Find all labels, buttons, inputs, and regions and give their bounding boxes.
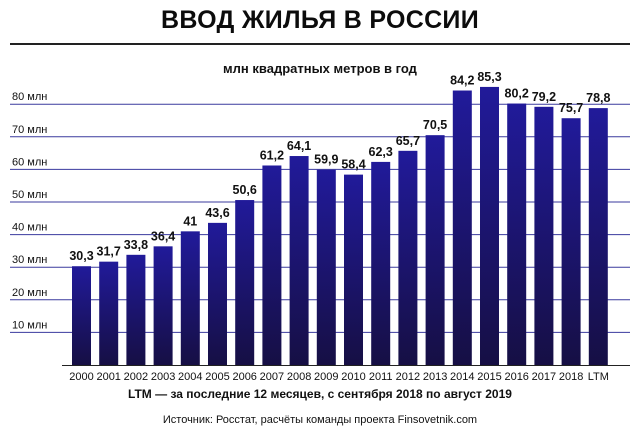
data-label: 31,7: [97, 245, 121, 259]
y-tick-label: 10 млн: [12, 319, 47, 331]
bar: [289, 156, 309, 365]
data-label: 64,1: [287, 139, 311, 153]
title-divider: [10, 43, 630, 45]
bars: [72, 86, 608, 366]
bar: [344, 174, 363, 365]
bar: [371, 161, 391, 365]
x-tick-label: LTM: [588, 371, 609, 383]
data-label: 50,6: [233, 183, 257, 197]
x-tick-label: 2002: [124, 371, 148, 383]
bar: [316, 169, 336, 365]
bar: [561, 118, 581, 365]
x-tick-label: 2016: [504, 371, 528, 383]
bar: [180, 231, 200, 365]
y-tick-label: 50 млн: [12, 189, 47, 201]
data-label: 79,2: [532, 90, 556, 104]
x-tick-label: 2013: [423, 371, 447, 383]
x-axis-ticks: 2000 2001 2002 2003 2004 2005 2006 2007 2008 2009…: [69, 371, 609, 383]
data-label: 84,2: [450, 74, 474, 88]
bar: [235, 200, 255, 365]
data-label: 61,2: [260, 148, 284, 162]
bar: [425, 135, 445, 365]
data-label: 85,3: [477, 70, 501, 84]
x-tick-label: 2018: [559, 371, 583, 383]
y-tick-label: 30 млн: [12, 254, 47, 266]
ltm-note: LTM — за последние 12 месяцев, с сентябр…: [128, 387, 512, 401]
y-tick-label: 70 млн: [12, 124, 47, 136]
bar: [126, 254, 146, 365]
bar: [99, 261, 119, 365]
x-tick-label: 2014: [450, 371, 474, 383]
data-label: 33,8: [124, 238, 148, 252]
x-tick-label: 2012: [396, 371, 420, 383]
data-label: 80,2: [505, 87, 529, 101]
x-tick-label: 2010: [341, 371, 365, 383]
y-tick-label: 60 млн: [12, 156, 47, 168]
x-tick-label: 2006: [232, 371, 256, 383]
x-tick-label: 2004: [178, 371, 202, 383]
bar: [72, 266, 91, 365]
x-tick-label: 2008: [287, 371, 311, 383]
data-label: 41: [183, 214, 197, 228]
data-label: 62,3: [369, 145, 393, 159]
x-tick-label: 2001: [96, 371, 120, 383]
y-tick-label: 80 млн: [12, 91, 47, 103]
x-tick-label: 2011: [369, 371, 393, 383]
bar: [452, 90, 472, 366]
data-label: 58,4: [341, 158, 365, 172]
bar: [208, 222, 227, 365]
x-tick-label: 2005: [205, 371, 229, 383]
y-tick-label: 20 млн: [12, 287, 47, 299]
y-tick-label: 40 млн: [12, 222, 47, 234]
bar: [480, 86, 499, 365]
bar: [534, 106, 554, 366]
data-label: 43,6: [205, 206, 229, 220]
data-label: 30,3: [69, 249, 93, 263]
x-tick-label: 2003: [151, 371, 175, 383]
data-label: 75,7: [559, 101, 583, 115]
data-label: 59,9: [314, 153, 338, 167]
chart-subtitle: млн квадратных метров в год: [223, 61, 417, 76]
data-label: 65,7: [396, 134, 420, 148]
data-label: 70,5: [423, 118, 447, 132]
x-tick-label: 2009: [314, 371, 338, 383]
bar: [398, 150, 418, 365]
y-axis-ticks: 10 млн 20 млн 30 млн 40 млн 50 млн 60 млн 70 м…: [12, 91, 47, 331]
data-label: 78,8: [586, 91, 610, 105]
x-tick-label: 2015: [477, 371, 501, 383]
x-tick-label: 2007: [260, 371, 284, 383]
data-label: 36,4: [151, 229, 175, 243]
value-labels: 30,3 31,7 33,836,4 41 43,6 50,6 61,264,159,9 58…: [69, 70, 610, 263]
chart-title: ВВОД ЖИЛЬЯ В РОССИИ: [161, 6, 479, 34]
bar: [507, 103, 527, 365]
bar: [153, 246, 173, 365]
x-tick-label: 2017: [532, 371, 556, 383]
bar: [262, 165, 282, 365]
bar: [588, 108, 608, 365]
source-note: Источник: Росстат, расчёты команды проек…: [162, 414, 478, 426]
x-tick-label: 2000: [69, 371, 93, 383]
